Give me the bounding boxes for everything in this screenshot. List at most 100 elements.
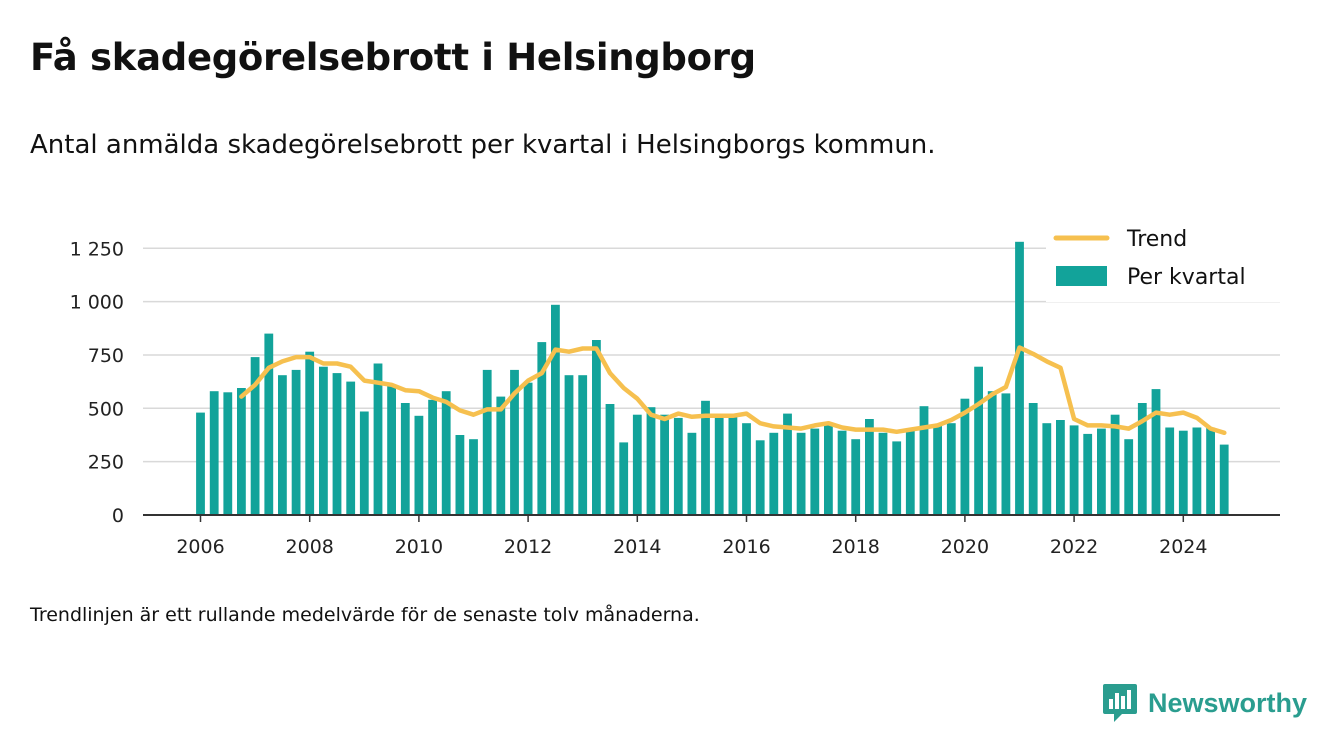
legend-bar-swatch xyxy=(1056,266,1107,286)
bar xyxy=(769,432,779,515)
bar xyxy=(796,432,806,515)
bar xyxy=(209,391,219,515)
bar xyxy=(1069,425,1079,515)
bar xyxy=(1056,420,1065,515)
bar xyxy=(755,440,765,515)
bar xyxy=(919,406,929,515)
bar xyxy=(196,412,205,515)
legend-background xyxy=(1046,218,1280,302)
bar xyxy=(660,414,669,515)
bar xyxy=(632,414,642,515)
bar xyxy=(1206,427,1215,515)
x-tick-label: 2008 xyxy=(286,536,334,558)
bar xyxy=(592,340,601,515)
bar xyxy=(1137,403,1147,515)
bar xyxy=(291,369,301,515)
bar xyxy=(905,430,915,515)
bar-line-chart: 0 250 500 750 1 000 1 250 2006 2008 2010 2012 2014… xyxy=(69,218,1280,558)
bar xyxy=(359,411,369,515)
bar xyxy=(673,417,683,515)
bar xyxy=(496,396,506,515)
newsworthy-logo-icon xyxy=(1103,684,1137,722)
bar xyxy=(1219,444,1229,515)
bar xyxy=(1097,428,1106,515)
bar xyxy=(783,413,792,515)
brand-name: Newsworthy xyxy=(1148,687,1308,718)
bar xyxy=(946,423,956,515)
axes-group: 0 250 500 750 1 000 1 250 2006 2008 2010 2012 2014… xyxy=(70,238,1280,558)
x-tick-label: 2018 xyxy=(832,536,880,558)
bar xyxy=(278,375,287,515)
bar xyxy=(551,304,560,515)
bar xyxy=(851,439,861,515)
bar xyxy=(824,424,833,515)
bar xyxy=(1042,423,1052,515)
bar xyxy=(865,419,874,515)
bar xyxy=(387,384,396,515)
bar xyxy=(237,388,246,515)
trend-line-group xyxy=(239,345,1227,436)
bar xyxy=(250,357,260,515)
legend: Trend Per kvartal xyxy=(1046,218,1280,302)
bar xyxy=(332,373,342,515)
x-tick-label: 2024 xyxy=(1159,536,1207,558)
bar xyxy=(1083,433,1093,515)
bar xyxy=(1001,393,1011,515)
bar xyxy=(523,382,533,515)
bar xyxy=(264,333,274,515)
bar xyxy=(319,366,328,515)
trend-line xyxy=(239,345,1227,436)
x-tick-label: 2012 xyxy=(504,536,552,558)
x-tick-label: 2016 xyxy=(722,536,770,558)
y-tick-label: 0 xyxy=(112,505,124,527)
bar xyxy=(878,432,888,515)
bar xyxy=(1165,427,1175,515)
bar xyxy=(455,435,465,515)
bar xyxy=(510,369,519,515)
bar xyxy=(687,432,697,515)
bar xyxy=(619,442,629,515)
bar xyxy=(1178,430,1188,515)
bar xyxy=(537,342,547,515)
bar xyxy=(578,375,588,515)
bar xyxy=(1151,389,1161,515)
bar xyxy=(469,439,478,515)
bar xyxy=(1124,439,1134,515)
bar xyxy=(1015,241,1024,516)
bar xyxy=(974,366,983,515)
bar xyxy=(960,398,970,515)
bar xyxy=(1028,403,1038,515)
y-tick-label: 1 250 xyxy=(70,238,124,260)
bar xyxy=(714,416,724,515)
bar xyxy=(482,369,492,515)
x-tick-label: 2020 xyxy=(941,536,989,558)
chart-title: Få skadegörelsebrott i Helsingborg xyxy=(30,36,756,79)
bar xyxy=(1192,427,1202,515)
bar xyxy=(701,400,710,515)
bar xyxy=(892,441,902,515)
bar xyxy=(728,416,738,515)
y-tick-label: 500 xyxy=(88,398,124,420)
bar xyxy=(305,351,315,515)
y-tick-label: 1 000 xyxy=(70,292,124,314)
bar xyxy=(223,392,233,515)
bar xyxy=(837,430,847,515)
bar xyxy=(742,423,751,515)
bar xyxy=(373,363,383,515)
footnote: Trendlinjen är ett rullande medelvärde f… xyxy=(30,604,700,626)
bar xyxy=(933,425,942,515)
x-tick-label: 2022 xyxy=(1050,536,1098,558)
bar xyxy=(414,415,424,515)
legend-bar-label: Per kvartal xyxy=(1127,265,1246,290)
bar xyxy=(441,391,451,515)
bar xyxy=(428,399,437,515)
chart-subtitle: Antal anmälda skadegörelsebrott per kvar… xyxy=(30,130,936,160)
bar xyxy=(564,375,574,515)
bar xyxy=(400,403,410,515)
y-tick-label: 750 xyxy=(88,345,124,367)
y-tick-label: 250 xyxy=(88,452,124,474)
bar xyxy=(346,381,356,515)
bar xyxy=(810,428,820,515)
bar xyxy=(605,404,615,515)
brand-logo: Newsworthy xyxy=(1102,682,1307,724)
